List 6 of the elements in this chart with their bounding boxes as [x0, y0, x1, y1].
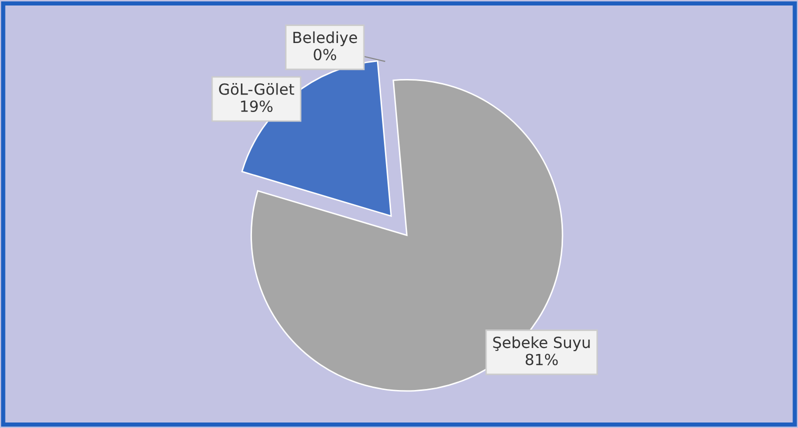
data-label: 81%: [526, 354, 558, 366]
category-label: Belediye: [293, 31, 357, 46]
data-label: 19%: [241, 100, 273, 112]
slice-label: GöL-Gölet: [219, 83, 294, 95]
text: 0%: [314, 48, 336, 60]
slice-label: Şebeke Suyu: [493, 336, 590, 352]
